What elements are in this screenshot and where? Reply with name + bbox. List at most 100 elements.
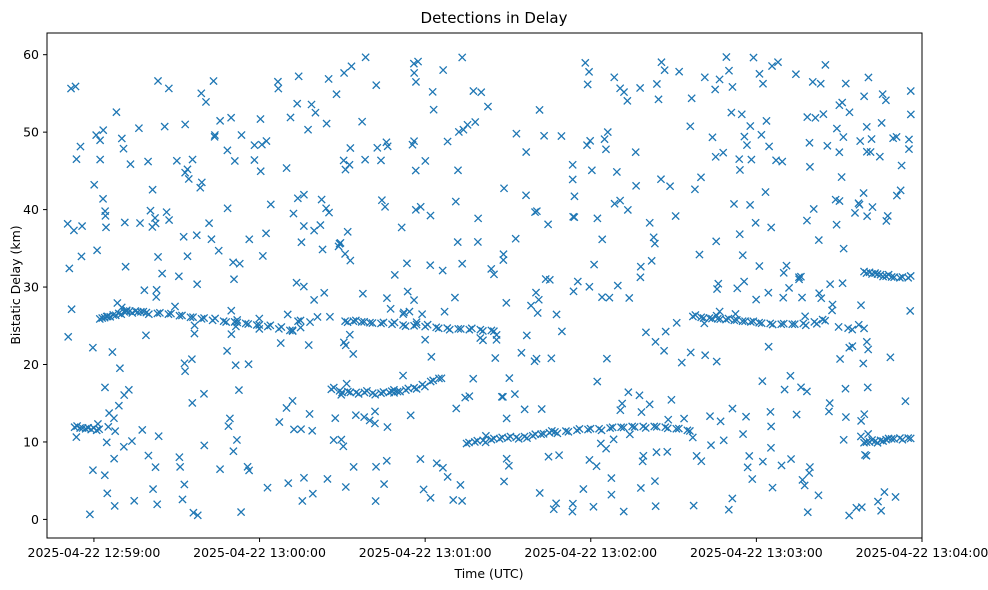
x-tick-label: 2025-04-22 13:01:00 (359, 545, 492, 560)
detection-point (382, 138, 391, 147)
detection-point (645, 400, 654, 409)
detection-point (71, 82, 80, 91)
detection-point (779, 293, 788, 302)
detection-point (712, 284, 722, 294)
track-point (379, 318, 388, 327)
track-point (895, 273, 904, 282)
detection-point (651, 337, 660, 346)
detection-point (598, 235, 607, 244)
detection-point (438, 266, 447, 275)
detection-point (205, 219, 214, 228)
detection-point (148, 485, 158, 494)
detection-point (587, 166, 596, 175)
detection-point (796, 383, 806, 392)
detection-point (618, 399, 627, 408)
detection-point (549, 505, 558, 514)
detection-point (66, 84, 76, 93)
detection-point (439, 66, 448, 75)
detection-point (737, 110, 746, 119)
detection-point (636, 273, 645, 282)
track-point (385, 388, 394, 397)
detection-point (881, 96, 890, 105)
detection-point (811, 113, 820, 122)
detection-point (365, 416, 374, 425)
detection-point (361, 155, 370, 164)
detection-point (654, 95, 663, 104)
track-point (454, 324, 463, 333)
track-point (652, 422, 661, 431)
detection-point (183, 252, 192, 261)
track-point (699, 313, 708, 323)
detection-point (345, 330, 354, 339)
detection-point (815, 289, 824, 298)
detection-point (741, 412, 751, 421)
detection-point (99, 126, 108, 135)
track-point (365, 318, 375, 327)
detection-point (552, 499, 561, 508)
detection-point (593, 377, 602, 386)
detection-point (427, 352, 436, 361)
detection-point (545, 275, 554, 284)
detection-point (232, 435, 241, 445)
detection-point (410, 68, 419, 77)
track-point (906, 434, 915, 443)
track-point (352, 388, 361, 397)
detection-point (652, 448, 661, 457)
detection-point (738, 251, 747, 260)
detection-point (784, 283, 794, 292)
detection-point (416, 202, 425, 211)
detection-point (557, 131, 566, 141)
detection-point (499, 477, 509, 486)
detection-point (450, 293, 459, 302)
detection-point (724, 505, 733, 514)
detection-point (712, 237, 721, 246)
detection-point (805, 462, 814, 472)
detection-point (680, 414, 689, 423)
detection-point (778, 157, 787, 166)
detection-point (230, 156, 239, 166)
track-point (628, 422, 637, 431)
detection-point (767, 422, 776, 431)
detection-point (520, 405, 529, 414)
track-point (445, 325, 454, 334)
detection-point (193, 280, 202, 289)
track-point (467, 324, 476, 333)
x-tick-label: 2025-04-22 12:59:00 (28, 545, 161, 560)
detection-point (857, 416, 866, 425)
detection-point (382, 294, 391, 303)
detection-point (715, 307, 724, 316)
detection-point (411, 205, 420, 214)
detection-point (701, 351, 710, 360)
track-point (288, 326, 297, 335)
track-point (674, 424, 683, 433)
detection-point (873, 497, 883, 506)
detection-point (65, 264, 74, 273)
track-point (561, 427, 570, 436)
detection-point (298, 496, 307, 506)
detection-point (121, 262, 130, 271)
detection-point (530, 208, 540, 217)
detection-point (632, 181, 641, 190)
detection-point (700, 73, 709, 82)
detection-point (505, 374, 514, 383)
detection-point (411, 166, 420, 175)
detection-point (757, 130, 766, 139)
detection-point (361, 53, 370, 62)
detection-point (906, 306, 915, 315)
detection-point (651, 502, 660, 511)
detection-point (517, 348, 526, 357)
detection-point (452, 404, 461, 413)
y-tick-label: 50 (23, 125, 39, 140)
y-tick-label: 30 (23, 280, 39, 295)
detection-point (749, 53, 758, 62)
detection-point (341, 165, 350, 174)
detection-point (592, 462, 601, 471)
detection-point (607, 474, 616, 483)
detection-point (471, 117, 480, 127)
track-point (564, 427, 573, 436)
detection-point (498, 392, 507, 401)
detection-point (377, 196, 386, 205)
detection-point (307, 100, 316, 109)
detection-point (631, 148, 640, 157)
detection-point (502, 414, 511, 423)
